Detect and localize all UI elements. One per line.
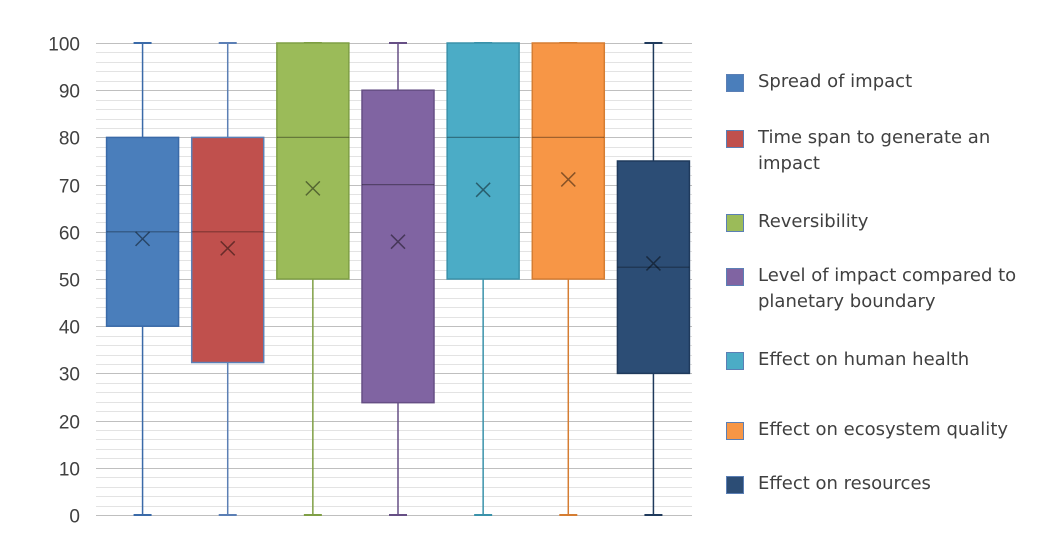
box-4 xyxy=(361,42,435,516)
mean-marker xyxy=(475,182,491,198)
box-7 xyxy=(616,42,691,516)
legend-label: Effect on resources xyxy=(758,473,931,494)
iqr-box xyxy=(361,89,435,404)
legend-label: Effect on ecosystem quality xyxy=(758,419,1009,440)
mean-marker xyxy=(220,240,236,256)
iqr-box xyxy=(531,42,606,280)
legend-swatch xyxy=(726,268,744,286)
box-2 xyxy=(190,42,265,516)
legend-label: Level of impact compared to planetary bo… xyxy=(758,265,1017,312)
legend-swatch xyxy=(726,352,744,370)
legend-item: Effect on human health xyxy=(726,349,1048,373)
legend-swatch xyxy=(726,74,744,92)
legend-item: Time span to generate an impact xyxy=(726,127,1048,177)
legend-item: Spread of impact xyxy=(726,71,1048,95)
iqr-box xyxy=(190,136,265,364)
y-tick-label: 20 xyxy=(59,413,80,434)
y-tick-label: 50 xyxy=(59,271,80,292)
box-6 xyxy=(531,42,606,516)
box-3 xyxy=(276,42,350,516)
y-tick-label: 70 xyxy=(59,177,80,198)
plot-area: 0 10 20 30 40 50 60 70 80 90 100 xyxy=(48,35,692,528)
legend-swatch xyxy=(726,130,744,148)
y-tick-label: 60 xyxy=(59,224,80,245)
y-tick-label: 90 xyxy=(59,82,80,103)
y-tick-label: 0 xyxy=(69,507,80,528)
y-tick-label: 80 xyxy=(59,129,80,150)
y-tick-label: 40 xyxy=(59,318,80,339)
legend-label: Effect on human health xyxy=(758,349,970,370)
iqr-box xyxy=(446,42,520,280)
y-axis: 0 10 20 30 40 50 60 70 80 90 100 xyxy=(48,35,80,528)
legend-swatch xyxy=(726,214,744,232)
legend-label: Spread of impact xyxy=(758,71,913,92)
mean-marker xyxy=(135,231,151,247)
y-tick-label: 30 xyxy=(59,365,80,386)
mean-marker xyxy=(560,171,576,187)
iqr-box xyxy=(616,160,691,375)
mean-marker xyxy=(390,234,406,250)
boxes xyxy=(105,42,691,516)
legend-item: Effect on ecosystem quality xyxy=(726,419,1048,443)
legend-swatch xyxy=(726,422,744,440)
box-1 xyxy=(105,42,180,516)
legend-swatch xyxy=(726,476,744,494)
y-tick-label: 100 xyxy=(48,35,80,56)
legend-item: Reversibility xyxy=(726,211,1048,235)
legend-label: Reversibility xyxy=(758,211,869,232)
y-tick-label: 10 xyxy=(59,460,80,481)
iqr-box xyxy=(105,136,180,327)
legend-item: Level of impact compared to planetary bo… xyxy=(726,265,1048,315)
legend-label: Time span to generate an impact xyxy=(758,127,991,174)
legend: Spread of impact Time span to generate an… xyxy=(726,0,1046,535)
box-5 xyxy=(446,42,520,516)
legend-item: Effect on resources xyxy=(726,473,1048,497)
mean-marker xyxy=(645,255,661,271)
iqr-box xyxy=(276,42,350,280)
mean-marker xyxy=(305,180,321,196)
